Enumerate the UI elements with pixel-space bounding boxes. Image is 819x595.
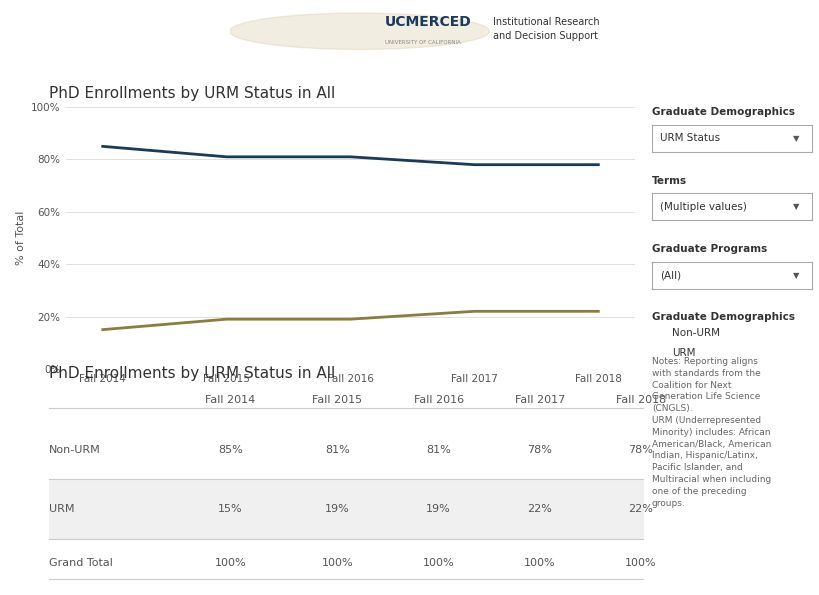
Y-axis label: % of Total: % of Total bbox=[16, 211, 25, 265]
Text: 19%: 19% bbox=[426, 505, 450, 514]
Text: PhD Enrollments by URM Status in All: PhD Enrollments by URM Status in All bbox=[49, 366, 335, 381]
Text: Non-URM: Non-URM bbox=[672, 328, 720, 337]
Text: Grand Total: Grand Total bbox=[49, 558, 113, 568]
Text: 19%: 19% bbox=[325, 505, 350, 514]
Text: Graduate Programs: Graduate Programs bbox=[651, 244, 767, 254]
Text: ▼: ▼ bbox=[791, 271, 798, 280]
Text: 100%: 100% bbox=[624, 558, 656, 568]
Text: Fall 2014: Fall 2014 bbox=[205, 394, 256, 405]
Text: 81%: 81% bbox=[426, 444, 450, 455]
Text: 81%: 81% bbox=[325, 444, 350, 455]
Text: 100%: 100% bbox=[215, 558, 246, 568]
Text: Fall 2018: Fall 2018 bbox=[615, 394, 665, 405]
Text: 85%: 85% bbox=[218, 444, 242, 455]
Text: (All): (All) bbox=[659, 270, 681, 280]
Text: 15%: 15% bbox=[218, 505, 242, 514]
Text: PhD Enrollments by URM Status in All: PhD Enrollments by URM Status in All bbox=[49, 86, 335, 101]
Text: Terms: Terms bbox=[651, 176, 686, 186]
Text: Graduate Demographics: Graduate Demographics bbox=[651, 107, 794, 117]
Text: 22%: 22% bbox=[527, 505, 551, 514]
Text: 78%: 78% bbox=[627, 444, 653, 455]
Text: ▼: ▼ bbox=[791, 134, 798, 143]
Circle shape bbox=[229, 13, 489, 49]
Text: URM: URM bbox=[49, 505, 75, 514]
Text: 100%: 100% bbox=[423, 558, 454, 568]
Text: (Multiple values): (Multiple values) bbox=[659, 202, 746, 212]
Text: Fall 2016: Fall 2016 bbox=[413, 394, 463, 405]
Text: URM Status: URM Status bbox=[659, 133, 719, 143]
Text: Fall 2015: Fall 2015 bbox=[312, 394, 362, 405]
Text: URM: URM bbox=[672, 349, 695, 358]
Text: UCMERCED: UCMERCED bbox=[384, 15, 471, 29]
Text: Institutional Research
and Decision Support: Institutional Research and Decision Supp… bbox=[492, 17, 599, 40]
Text: ▼: ▼ bbox=[791, 202, 798, 211]
FancyBboxPatch shape bbox=[49, 480, 643, 539]
Text: Graduate Demographics: Graduate Demographics bbox=[651, 312, 794, 322]
Text: 78%: 78% bbox=[527, 444, 551, 455]
Text: Fall 2017: Fall 2017 bbox=[514, 394, 564, 405]
Text: UNIVERSITY OF CALIFORNIA: UNIVERSITY OF CALIFORNIA bbox=[384, 40, 460, 45]
Text: 100%: 100% bbox=[321, 558, 353, 568]
Text: Notes: Reporting aligns
with standards from the
Coalition for Next
Generation Li: Notes: Reporting aligns with standards f… bbox=[651, 357, 771, 508]
Text: Non-URM: Non-URM bbox=[49, 444, 101, 455]
Text: 22%: 22% bbox=[627, 505, 653, 514]
Text: 100%: 100% bbox=[523, 558, 554, 568]
